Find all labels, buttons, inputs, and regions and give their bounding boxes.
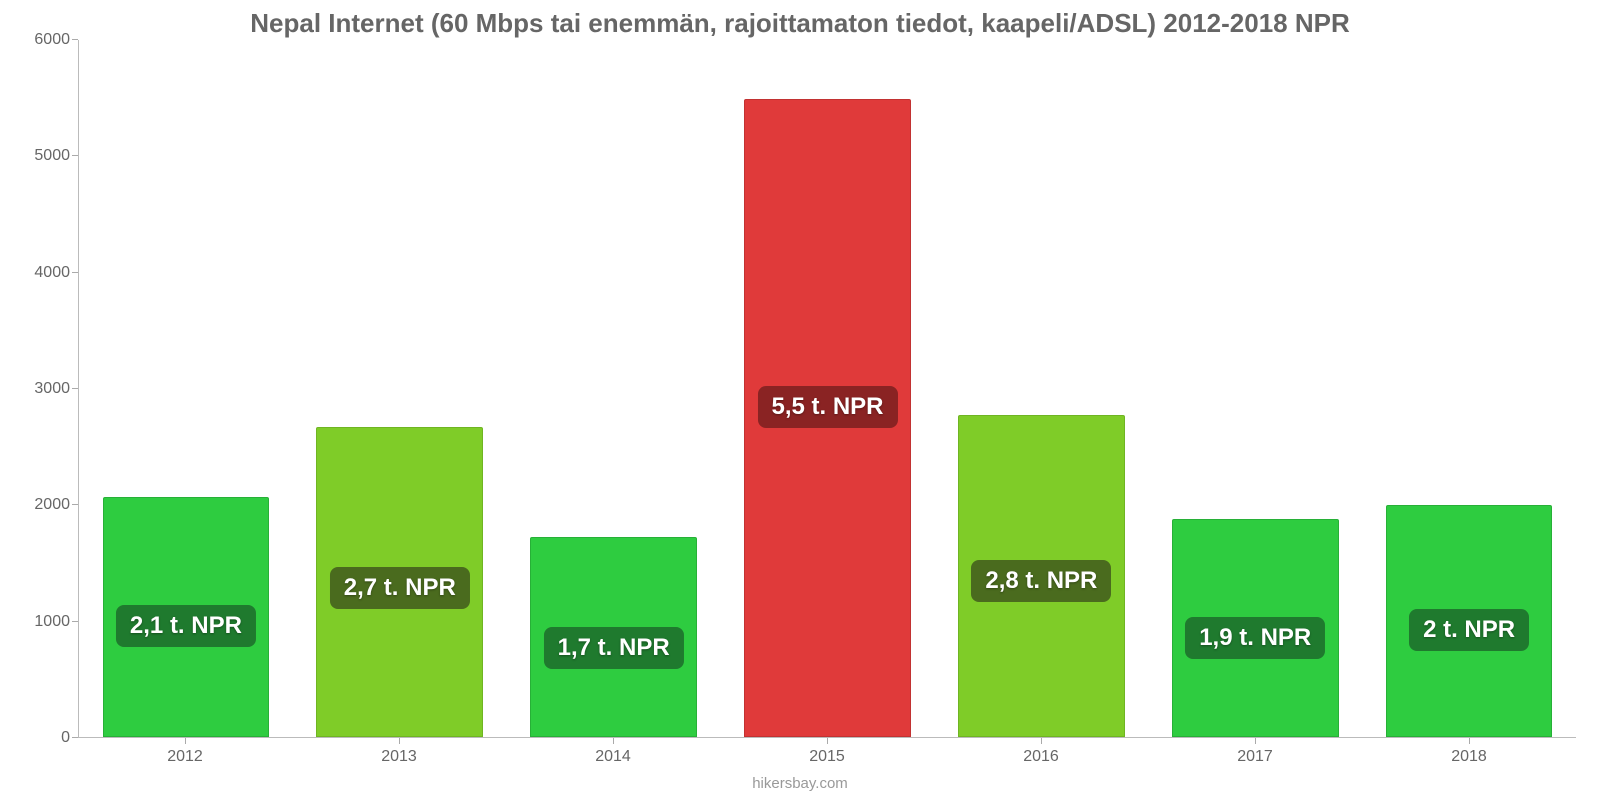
- y-tick-label: 0: [61, 729, 70, 747]
- x-tick-label: 2013: [292, 748, 506, 766]
- x-tick-label: 2014: [506, 748, 720, 766]
- bar-value-label: 2 t. NPR: [1409, 609, 1529, 651]
- y-tick-label: 3000: [34, 380, 70, 398]
- x-tick-label: 2018: [1362, 748, 1576, 766]
- bar-slot: 2,8 t. NPR: [934, 40, 1148, 737]
- x-tick-marks: [78, 738, 1576, 744]
- y-tick-label: 6000: [34, 31, 70, 49]
- bar: 1,7 t. NPR: [530, 537, 697, 737]
- plot-area: 2,1 t. NPR 2,7 t. NPR 1,7 t. NPR 5,5 t. NPR…: [78, 40, 1576, 738]
- bar-value-label: 2,7 t. NPR: [330, 567, 470, 609]
- bar: 1,9 t. NPR: [1172, 519, 1339, 737]
- bar: 2,1 t. NPR: [103, 497, 270, 737]
- x-tick-label: 2015: [720, 748, 934, 766]
- bar-slot: 2,1 t. NPR: [79, 40, 293, 737]
- y-tick-label: 4000: [34, 264, 70, 282]
- x-tick-label: 2016: [934, 748, 1148, 766]
- bar: 2,7 t. NPR: [316, 427, 483, 737]
- bar: 5,5 t. NPR: [744, 99, 911, 737]
- bar-slot: 2,7 t. NPR: [293, 40, 507, 737]
- y-axis-ticks: 0100020003000400050006000: [0, 40, 78, 738]
- bar-value-label: 2,8 t. NPR: [971, 560, 1111, 602]
- x-axis-labels: 2012201320142015201620172018: [78, 748, 1576, 766]
- bar: 2 t. NPR: [1386, 505, 1553, 737]
- bar-value-label: 5,5 t. NPR: [757, 386, 897, 428]
- bar-value-label: 2,1 t. NPR: [116, 605, 256, 647]
- y-tick-label: 1000: [34, 613, 70, 631]
- chart-title: Nepal Internet (60 Mbps tai enemmän, raj…: [0, 0, 1600, 43]
- bar-slot: 5,5 t. NPR: [721, 40, 935, 737]
- chart-container: Nepal Internet (60 Mbps tai enemmän, raj…: [0, 0, 1600, 800]
- y-tick-label: 2000: [34, 496, 70, 514]
- bar-value-label: 1,9 t. NPR: [1185, 617, 1325, 659]
- bar: 2,8 t. NPR: [958, 415, 1125, 737]
- bar-slot: 1,7 t. NPR: [507, 40, 721, 737]
- bar-slot: 2 t. NPR: [1362, 40, 1576, 737]
- bar-value-label: 1,7 t. NPR: [544, 627, 684, 669]
- x-tick-label: 2017: [1148, 748, 1362, 766]
- x-tick-label: 2012: [78, 748, 292, 766]
- bar-slot: 1,9 t. NPR: [1148, 40, 1362, 737]
- footer-source: hikersbay.com: [0, 775, 1600, 792]
- bars-group: 2,1 t. NPR 2,7 t. NPR 1,7 t. NPR 5,5 t. NPR…: [79, 40, 1576, 737]
- y-tick-label: 5000: [34, 147, 70, 165]
